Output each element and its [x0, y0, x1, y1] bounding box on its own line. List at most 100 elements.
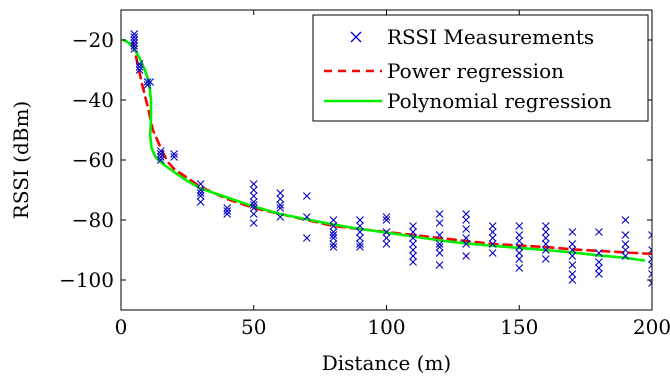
- measurement-point: [488, 240, 497, 248]
- measurement-point: [568, 276, 577, 284]
- measurement-point: [156, 156, 165, 164]
- measurement-point: [568, 228, 577, 236]
- measurement-point: [462, 240, 471, 248]
- measurement-point: [621, 252, 630, 260]
- measurement-point: [196, 186, 205, 194]
- measurement-point: [435, 231, 444, 239]
- legend-box: [312, 14, 649, 122]
- measurement-point: [130, 42, 139, 50]
- measurement-point: [276, 189, 285, 197]
- measurement-point: [249, 198, 258, 206]
- measurement-point: [595, 258, 603, 266]
- axis-ticks: 0 50 100 150 200 −100 −80 −60 −40 −20: [59, 10, 670, 339]
- measurement-point: [435, 243, 444, 251]
- legend-label-power-regression: Power regression: [387, 59, 564, 83]
- measurement-point: [329, 231, 338, 239]
- measurement-point: [329, 228, 338, 236]
- measurement-point: [515, 237, 524, 245]
- y-tick-label: −100: [59, 268, 114, 292]
- measurement-point: [276, 213, 285, 221]
- measurement-point: [488, 228, 497, 236]
- measurement-point: [130, 36, 139, 44]
- measurement-point: [648, 231, 652, 239]
- y-tick-label: −20: [72, 28, 114, 52]
- measurement-point: [130, 45, 139, 53]
- measurement-point: [329, 216, 338, 224]
- measurement-point: [409, 228, 417, 236]
- measurement-point: [568, 240, 577, 248]
- measurement-point: [249, 186, 258, 194]
- measurement-point: [595, 264, 603, 272]
- measurement-point: [329, 234, 338, 242]
- measurement-point: [409, 252, 417, 260]
- measurement-point: [515, 231, 524, 239]
- measurement-point: [435, 240, 444, 248]
- measurement-point: [249, 210, 258, 218]
- measurement-point: [515, 249, 524, 257]
- legend: RSSI Measurements Power regression Polyn…: [312, 14, 649, 122]
- measurement-point: [146, 78, 155, 86]
- measurement-point: [488, 249, 497, 257]
- legend-label-polynomial-regression: Polynomial regression: [387, 89, 612, 113]
- measurement-point: [382, 240, 391, 248]
- x-tick-label: 0: [115, 315, 128, 339]
- measurement-point: [568, 252, 577, 260]
- measurement-point: [541, 246, 550, 254]
- measurement-point: [249, 201, 258, 209]
- measurement-point: [329, 222, 338, 230]
- x-tick-label: 200: [633, 315, 670, 339]
- measurement-point: [488, 234, 497, 242]
- measurement-point: [302, 192, 311, 200]
- measurement-point: [135, 63, 144, 71]
- measurement-point: [541, 228, 550, 236]
- measurement-point: [409, 258, 417, 266]
- measurement-point: [648, 279, 652, 287]
- measurement-point: [409, 246, 417, 254]
- measurement-point: [276, 195, 285, 203]
- measurement-point: [435, 249, 444, 257]
- series-line-2: [122, 38, 646, 262]
- measurement-point: [462, 252, 471, 260]
- measurement-point: [170, 150, 178, 158]
- measurement-point: [356, 243, 364, 251]
- measurement-point: [462, 225, 471, 233]
- measurement-point: [621, 216, 630, 224]
- x-axis-label: Distance (m): [322, 351, 452, 375]
- measurement-point: [541, 222, 550, 230]
- measurement-point: [329, 240, 338, 248]
- measurement-point: [515, 243, 524, 251]
- y-tick-label: −80: [72, 208, 114, 232]
- measurement-point: [648, 255, 652, 263]
- measurement-point: [568, 246, 577, 254]
- x-tick-label: 100: [367, 315, 405, 339]
- y-axis-label: RSSI (dBm): [9, 101, 33, 219]
- measurement-point: [196, 192, 205, 200]
- measurement-point: [462, 216, 471, 224]
- measurement-point: [356, 216, 364, 224]
- measurement-point: [302, 234, 311, 242]
- measurement-point: [382, 234, 391, 242]
- measurement-point: [435, 210, 444, 218]
- measurement-point: [648, 246, 652, 254]
- measurement-point: [435, 261, 444, 269]
- measurement-point: [276, 204, 285, 212]
- measurement-point: [249, 204, 258, 212]
- measurement-point: [462, 210, 471, 218]
- measurement-point: [515, 222, 524, 230]
- measurement-point: [435, 219, 444, 227]
- measurement-point: [595, 249, 603, 257]
- measurement-point: [409, 240, 417, 248]
- measurement-point: [143, 78, 152, 86]
- measurement-point: [249, 192, 258, 200]
- measurement-point: [409, 222, 417, 230]
- measurement-point: [648, 270, 652, 278]
- measurement-point: [249, 180, 258, 188]
- measurement-point: [595, 270, 603, 278]
- measurement-point: [595, 228, 603, 236]
- measurement-point: [196, 189, 205, 197]
- measurement-point: [156, 153, 165, 161]
- x-tick-label: 150: [500, 315, 538, 339]
- measurement-point: [356, 228, 364, 236]
- measurement-point: [462, 234, 471, 242]
- x-tick-label: 50: [241, 315, 266, 339]
